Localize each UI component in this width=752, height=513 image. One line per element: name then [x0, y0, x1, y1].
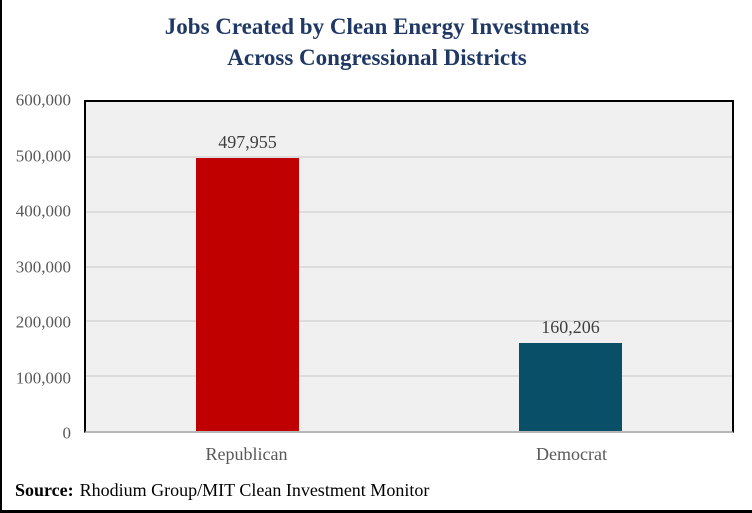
gridline	[86, 320, 732, 323]
bar-value-label: 160,206	[541, 317, 600, 338]
x-tick-label: Republican	[205, 444, 288, 464]
y-tick-label: 500,000	[15, 146, 71, 165]
bar-value-label: 497,955	[218, 131, 277, 152]
y-axis: 0 100,000 200,000 300,000 400,000 500,000 600,…	[2, 92, 77, 442]
source-text: Rhodium Group/MIT Clean Investment Monit…	[79, 480, 430, 500]
y-tick-label: 100,000	[15, 368, 71, 387]
gridline	[86, 265, 732, 268]
y-tick-label: 0	[62, 423, 72, 443]
x-axis: Republican Democrat	[84, 444, 734, 465]
y-tick-label: 400,000	[15, 201, 71, 221]
source-line: Source: Rhodium Group/MIT Clean Investmen…	[15, 480, 429, 501]
chart-title-line1: Jobs Created by Clean Energy Investments	[164, 14, 590, 39]
chart-title-line2: Across Congressional Districts	[227, 45, 527, 70]
y-tick-label: 300,000	[15, 257, 71, 276]
y-tick-label: 600,000	[15, 90, 71, 110]
source-label: Source:	[15, 480, 74, 500]
bar-slot-republican: 497,955	[86, 102, 409, 431]
bar-republican	[196, 157, 299, 431]
bar-democrat	[519, 343, 622, 431]
bar-slot-democrat: 160,206	[409, 102, 732, 431]
gridline	[86, 210, 732, 213]
gridline	[86, 155, 732, 158]
chart-title: Jobs Created by Clean Energy Investments…	[2, 11, 752, 73]
gridline	[86, 375, 732, 378]
y-tick-label: 200,000	[15, 312, 71, 332]
bars: 497,955 160,206	[86, 102, 732, 431]
plot-area: 497,955 160,206	[84, 100, 734, 433]
x-tick-label: Democrat	[536, 444, 607, 464]
